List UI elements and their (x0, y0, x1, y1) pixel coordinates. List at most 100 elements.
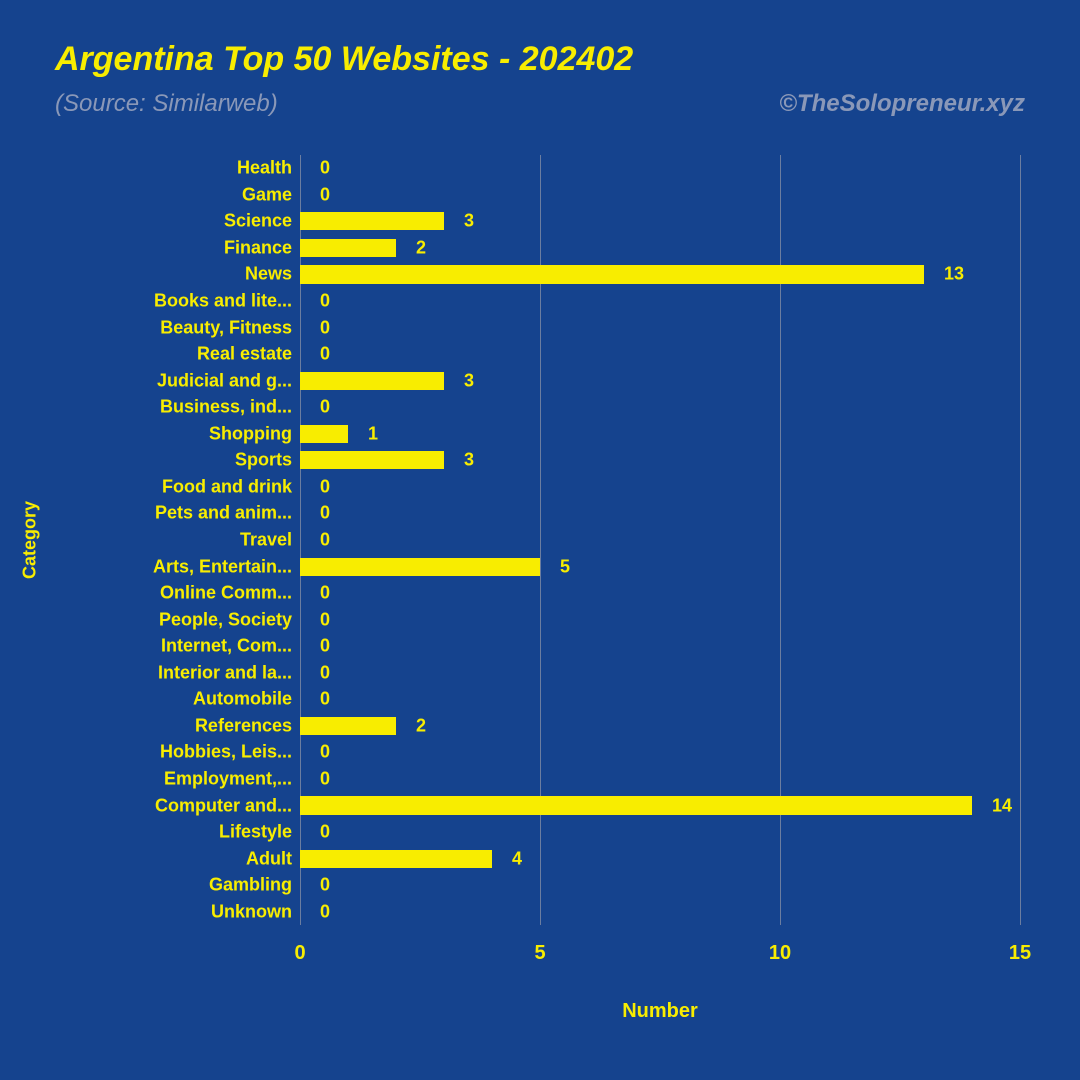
bar-value-label: 0 (320, 184, 330, 205)
bar-value-label: 0 (320, 662, 330, 683)
bar-value-label: 0 (320, 503, 330, 524)
bar-row: Shopping1 (300, 425, 1020, 443)
y-tick-label: Health (12, 158, 292, 179)
bar-row: Unknown0 (300, 903, 1020, 921)
bar-value-label: 4 (512, 848, 522, 869)
bar-row: Online Comm...0 (300, 584, 1020, 602)
bar (300, 239, 396, 257)
y-tick-label: Gambling (12, 875, 292, 896)
y-tick-label: Lifestyle (12, 822, 292, 843)
bar-row: Game0 (300, 186, 1020, 204)
bar-value-label: 3 (464, 450, 474, 471)
y-tick-label: References (12, 715, 292, 736)
y-tick-label: Sports (12, 450, 292, 471)
bar-value-label: 0 (320, 689, 330, 710)
y-tick-label: Computer and... (12, 795, 292, 816)
bar-row: Lifestyle0 (300, 823, 1020, 841)
y-tick-label: Internet, Com... (12, 636, 292, 657)
bar-row: Finance2 (300, 239, 1020, 257)
y-tick-label: Beauty, Fitness (12, 317, 292, 338)
bar-value-label: 0 (320, 822, 330, 843)
bar-row: Employment,...0 (300, 770, 1020, 788)
y-tick-label: Shopping (12, 423, 292, 444)
bar-value-label: 0 (320, 583, 330, 604)
y-tick-label: Game (12, 184, 292, 205)
bar-row: Books and lite...0 (300, 292, 1020, 310)
y-tick-label: Books and lite... (12, 291, 292, 312)
chart-container: Argentina Top 50 Websites - 202402 (Sour… (0, 0, 1080, 1080)
y-tick-label: Real estate (12, 344, 292, 365)
y-tick-label: Business, ind... (12, 397, 292, 418)
bar (300, 850, 492, 868)
x-tick-label: 0 (294, 942, 305, 965)
bar-value-label: 0 (320, 875, 330, 896)
y-tick-label: Hobbies, Leis... (12, 742, 292, 763)
bar-value-label: 0 (320, 158, 330, 179)
chart-title: Argentina Top 50 Websites - 202402 (55, 40, 633, 79)
bar-value-label: 0 (320, 901, 330, 922)
bar-value-label: 0 (320, 344, 330, 365)
bar-row: Sports3 (300, 451, 1020, 469)
gridline (1020, 155, 1021, 925)
y-tick-label: Employment,... (12, 768, 292, 789)
y-tick-label: Automobile (12, 689, 292, 710)
bar-row: Adult4 (300, 850, 1020, 868)
bar-value-label: 0 (320, 317, 330, 338)
y-axis-label: Category (20, 501, 41, 579)
bar (300, 796, 972, 814)
y-tick-label: Finance (12, 237, 292, 258)
y-tick-label: Judicial and g... (12, 370, 292, 391)
y-tick-label: Travel (12, 529, 292, 550)
bar-row: Arts, Entertain...5 (300, 558, 1020, 576)
bar-value-label: 5 (560, 556, 570, 577)
bar-value-label: 2 (416, 237, 426, 258)
bar-value-label: 14 (992, 795, 1012, 816)
bar-value-label: 0 (320, 742, 330, 763)
bar-row: Science3 (300, 212, 1020, 230)
y-tick-label: Adult (12, 848, 292, 869)
bar-row: Business, ind...0 (300, 398, 1020, 416)
bar (300, 558, 540, 576)
y-tick-label: Science (12, 211, 292, 232)
bar-row: Travel0 (300, 531, 1020, 549)
plot-area: 051015Health0Game0Science3Finance2News13… (300, 155, 1020, 925)
y-tick-label: Interior and la... (12, 662, 292, 683)
y-tick-label: Pets and anim... (12, 503, 292, 524)
bar-row: Judicial and g...3 (300, 372, 1020, 390)
bar (300, 265, 924, 283)
bar-value-label: 0 (320, 609, 330, 630)
bar-row: People, Society0 (300, 611, 1020, 629)
bar-row: Real estate0 (300, 345, 1020, 363)
bar-row: Interior and la...0 (300, 664, 1020, 682)
bar (300, 425, 348, 443)
bar-value-label: 2 (416, 715, 426, 736)
bar-row: References2 (300, 717, 1020, 735)
y-tick-label: News (12, 264, 292, 285)
y-tick-label: People, Society (12, 609, 292, 630)
bar-value-label: 3 (464, 211, 474, 232)
bar (300, 717, 396, 735)
bar-row: News13 (300, 265, 1020, 283)
bar-row: Gambling0 (300, 876, 1020, 894)
bar-value-label: 1 (368, 423, 378, 444)
x-tick-label: 15 (1009, 942, 1031, 965)
y-tick-label: Unknown (12, 901, 292, 922)
bar-row: Automobile0 (300, 690, 1020, 708)
bar-row: Food and drink0 (300, 478, 1020, 496)
bar-value-label: 3 (464, 370, 474, 391)
bar (300, 212, 444, 230)
bar-value-label: 0 (320, 476, 330, 497)
y-tick-label: Food and drink (12, 476, 292, 497)
bar-value-label: 0 (320, 529, 330, 550)
y-tick-label: Online Comm... (12, 583, 292, 604)
x-tick-label: 10 (769, 942, 791, 965)
bar-row: Hobbies, Leis...0 (300, 743, 1020, 761)
bar-value-label: 0 (320, 291, 330, 312)
bar-row: Health0 (300, 159, 1020, 177)
chart-watermark: ©TheSolopreneur.xyz (779, 90, 1025, 118)
bar-row: Computer and...14 (300, 796, 1020, 814)
bar-value-label: 13 (944, 264, 964, 285)
x-axis-label: Number (300, 1000, 1020, 1023)
chart-subtitle: (Source: Similarweb) (55, 90, 278, 118)
bar (300, 372, 444, 390)
